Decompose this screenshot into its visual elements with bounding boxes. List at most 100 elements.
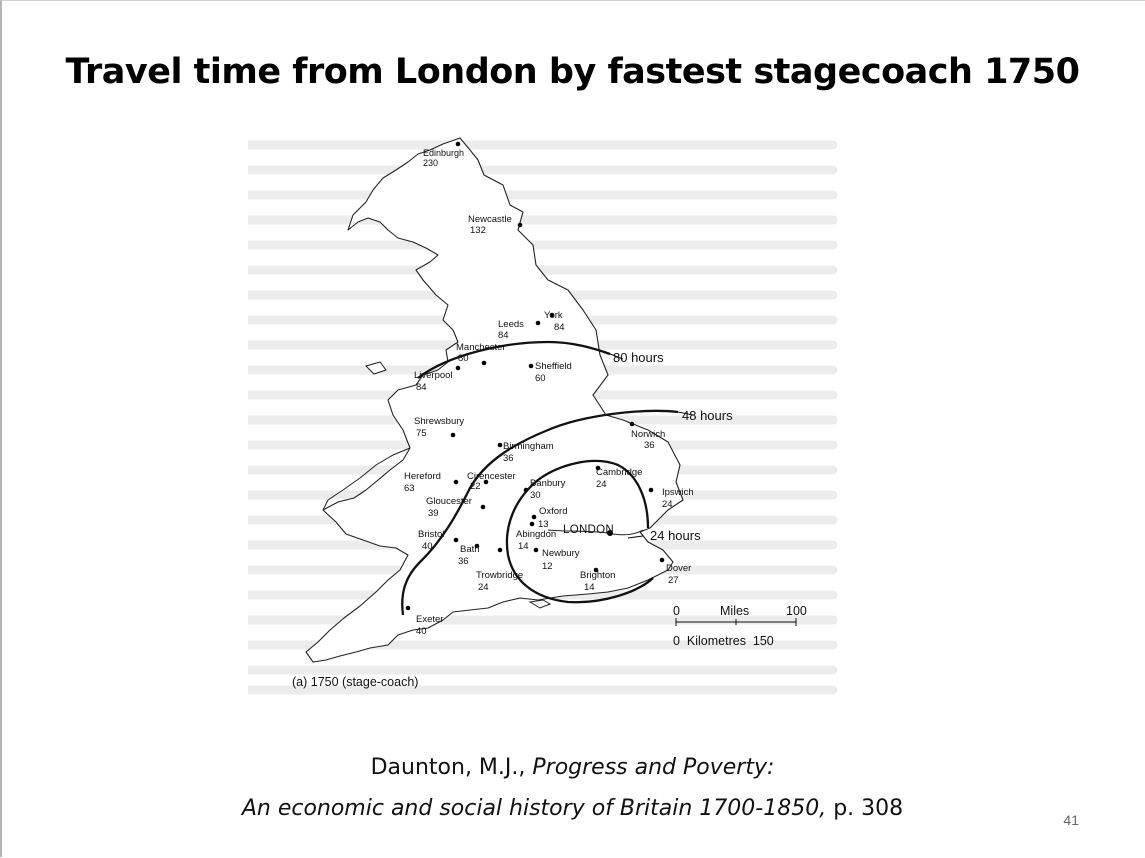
label-leeds: Leeds — [498, 319, 524, 330]
hours-newbury: 12 — [542, 561, 553, 572]
citation-line-2: An economic and social history of Britai… — [0, 796, 1145, 821]
label-manchester: Manchester — [456, 342, 506, 353]
hours-sheffield: 60 — [535, 373, 546, 384]
label-shrewsbury: Shrewsbury — [414, 416, 465, 427]
contour-48-hours — [401, 409, 679, 616]
marker-banbury — [523, 487, 529, 493]
marker-leeds — [535, 320, 541, 326]
marker-oxford — [531, 514, 537, 520]
hours-gloucester: 39 — [428, 508, 439, 519]
contour-label-48: 48 hours — [682, 408, 733, 423]
label-trowbridge: Trowbridge — [476, 570, 524, 581]
page-number: 41 — [1063, 812, 1079, 828]
marker-newcastle — [517, 222, 523, 228]
citation-page: p. 308 — [826, 796, 904, 821]
label-liverpool: Liverpool — [414, 370, 453, 381]
wales-coast — [322, 447, 411, 511]
hours-cambridge: 24 — [596, 479, 607, 490]
contour-label-24: 24 hours — [650, 528, 701, 543]
marker-ipswich — [648, 487, 654, 493]
label-abingdon: Abingdon — [516, 529, 557, 540]
hours-norwich: 36 — [644, 440, 655, 451]
hours-hereford: 63 — [404, 483, 415, 494]
marker-trowbridge — [497, 547, 503, 553]
hours-abingdon: 14 — [518, 541, 529, 552]
marker-abingdon — [529, 521, 535, 527]
marker-brighton — [593, 567, 599, 573]
scale-km-label: 0 Kilometres 150 — [673, 634, 774, 648]
citation-line-1: Daunton, M.J., Progress and Poverty: — [0, 755, 1145, 780]
hours-leeds: 84 — [498, 330, 509, 341]
hours-manchester: 80 — [458, 353, 469, 364]
hours-york: 84 — [554, 322, 565, 333]
marker-bath — [474, 543, 480, 549]
label-cirencester: Cirencester — [467, 471, 516, 482]
hours-bristol: 40 — [422, 541, 433, 552]
scale-miles-label: Miles — [720, 604, 750, 618]
label-birmingham: Birmingham — [503, 441, 554, 452]
marker-bristol — [453, 537, 459, 543]
hours-edinburgh: 230 — [423, 158, 439, 168]
label-sheffield: Sheffield — [535, 361, 572, 372]
marker-sheffield — [528, 363, 534, 369]
hours-newcastle: 132 — [470, 225, 486, 236]
citation-subtitle: An economic and social history of Britai… — [241, 796, 827, 821]
marker-edinburgh — [455, 141, 461, 147]
label-london: LONDON — [563, 524, 615, 536]
marker-manchester — [481, 360, 487, 366]
label-gloucester: Gloucester — [426, 496, 472, 507]
marker-london — [607, 530, 613, 536]
map-drawing — [248, 137, 838, 695]
label-hereford: Hereford — [404, 471, 441, 482]
label-banbury: Banbury — [530, 478, 566, 489]
scale-miles-max: 100 — [786, 604, 807, 618]
label-newbury: Newbury — [542, 548, 580, 559]
scale-miles-zero: 0 — [673, 604, 680, 618]
label-edinburgh: Edinburgh — [423, 148, 465, 158]
hours-exeter: 40 — [416, 626, 427, 637]
marker-cambridge — [595, 465, 601, 471]
marker-dover — [659, 557, 665, 563]
hours-dover: 27 — [668, 575, 679, 586]
pointer-24 — [627, 535, 644, 539]
travel-time-map: Edinburgh 230 Newcastle 132 York 84 Leed… — [248, 130, 838, 700]
hours-shrewsbury: 75 — [416, 428, 427, 439]
marker-birmingham — [497, 442, 503, 448]
label-brighton: Brighton — [580, 570, 616, 581]
hours-birmingham: 36 — [503, 453, 514, 464]
marker-exeter — [405, 605, 411, 611]
citation-author: Daunton, M.J., — [370, 755, 533, 780]
hours-brighton: 14 — [584, 582, 595, 593]
slide-title: Travel time from London by fastest stage… — [65, 52, 1080, 92]
marker-gloucester — [480, 504, 486, 510]
contour-80-hours — [417, 340, 611, 379]
hours-trowbridge: 24 — [478, 582, 489, 593]
label-ipswich: Ipswich — [662, 487, 694, 498]
label-oxford: Oxford — [539, 506, 568, 517]
label-bath: Bath — [460, 544, 480, 555]
label-york: York — [544, 310, 563, 321]
town-markers — [405, 141, 665, 611]
citation-title: Progress and Poverty: — [532, 755, 775, 780]
marker-hereford — [453, 479, 459, 485]
label-bristol: Bristol — [418, 529, 445, 540]
contour-label-80: 80 hours — [613, 350, 664, 365]
label-exeter: Exeter — [416, 614, 444, 625]
marker-cirencester — [483, 479, 489, 485]
marker-newbury — [533, 547, 539, 553]
hours-banbury: 30 — [530, 490, 541, 501]
marker-york — [549, 312, 555, 318]
hours-oxford: 13 — [538, 519, 549, 530]
pointer-48 — [677, 411, 694, 416]
label-cambridge: Cambridge — [596, 467, 643, 478]
marker-shrewsbury — [450, 432, 456, 438]
thames-river — [547, 529, 644, 536]
hours-liverpool: 84 — [416, 382, 427, 393]
hours-bath: 36 — [458, 556, 469, 567]
isle-of-wight — [528, 599, 552, 609]
label-norwich: Norwich — [631, 429, 666, 440]
map-caption: (a) 1750 (stage-coach) — [292, 675, 419, 689]
label-newcastle: Newcastle — [468, 214, 512, 225]
pointer-80 — [609, 353, 624, 360]
